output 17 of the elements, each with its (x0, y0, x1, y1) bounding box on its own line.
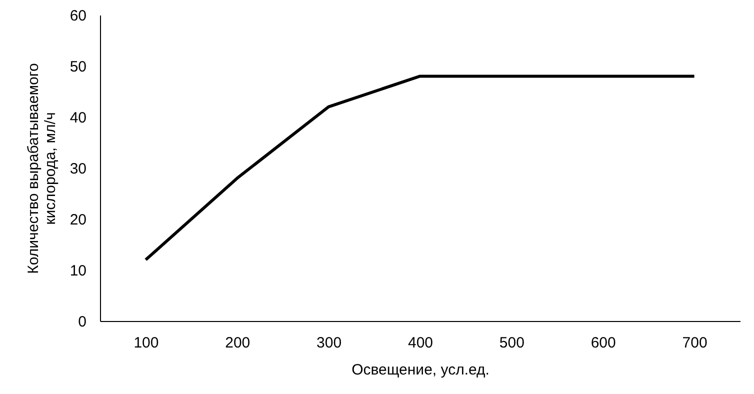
y-tick-label: 40 (70, 110, 86, 126)
x-axis-title: Освещение, усл.ед. (352, 362, 490, 378)
x-tick-label: 700 (682, 334, 708, 352)
y-tick-label: 60 (70, 8, 86, 24)
x-tick-label: 300 (316, 334, 342, 352)
x-tick-label: 500 (499, 334, 524, 352)
x-tick-label: 400 (408, 334, 434, 352)
y-tick-label: 10 (70, 262, 86, 280)
y-tick-label: 30 (70, 160, 86, 178)
line-series (144, 74, 696, 262)
y-tick-label: 20 (70, 212, 86, 228)
y-tick-label: 50 (70, 58, 86, 76)
y-tick-label: 0 (78, 314, 86, 330)
x-tick-label: 100 (134, 334, 159, 352)
y-axis-title: Количество вырабатываемого кислорода, мл/ч (24, 63, 59, 274)
x-tick-label: 600 (590, 334, 616, 352)
x-tick-label: 200 (225, 334, 250, 352)
